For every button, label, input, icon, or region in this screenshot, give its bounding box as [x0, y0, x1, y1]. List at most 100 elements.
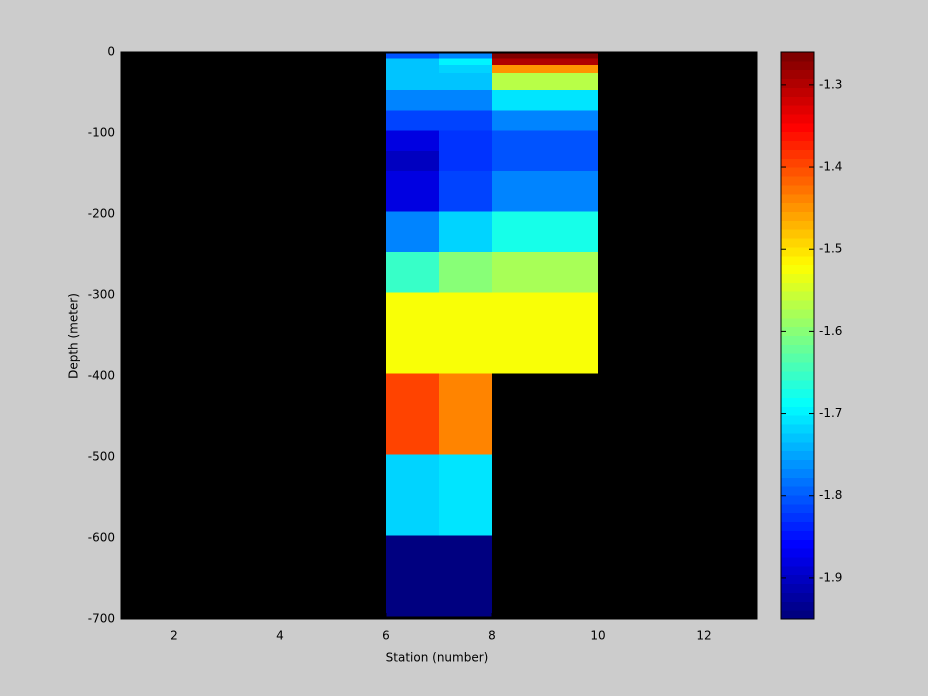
heat-cell	[386, 150, 439, 172]
heat-cell	[492, 58, 598, 65]
heat-cell	[492, 292, 598, 374]
colorbar-swatch	[781, 326, 814, 336]
colorbar-swatch	[781, 592, 814, 602]
colorbar-swatch	[781, 450, 814, 461]
y-tick-label: 0	[107, 45, 115, 59]
y-tick-label: -400	[88, 369, 115, 383]
colorbar-swatch	[781, 565, 814, 576]
y-axis-label: Depth (meter)	[67, 293, 81, 379]
colorbar-swatch	[781, 512, 814, 523]
colorbar-swatch	[781, 353, 814, 363]
colorbar-swatch	[781, 300, 814, 310]
colorbar-tick-label: -1.6	[819, 324, 842, 338]
heat-cell	[492, 90, 598, 111]
x-tick-label: 6	[382, 629, 390, 643]
colorbar-swatch	[781, 273, 814, 283]
heat-cell	[439, 211, 492, 253]
y-tick-label: -500	[88, 450, 115, 464]
colorbar-tick-label: -1.7	[819, 406, 842, 420]
colorbar-swatch	[781, 264, 814, 274]
colorbar-swatch	[781, 468, 814, 478]
colorbar-frame	[780, 51, 815, 620]
heat-cell	[492, 252, 598, 293]
colorbar-swatch	[781, 486, 814, 496]
colorbar-swatch	[781, 379, 814, 390]
heat-cell	[439, 58, 492, 65]
colorbar-swatch	[781, 574, 814, 585]
heat-cell	[439, 252, 492, 293]
heat-cell	[439, 64, 492, 74]
colorbar-tick-label: -1.9	[819, 570, 842, 584]
y-tick-label: -100	[88, 126, 115, 140]
heat-cell	[492, 211, 598, 253]
heat-cell	[386, 64, 439, 74]
colorbar-swatch	[781, 317, 814, 328]
colorbar-swatch	[781, 388, 814, 399]
heat-cell	[439, 171, 492, 212]
colorbar-swatch	[781, 397, 814, 407]
heat-cell	[386, 58, 439, 65]
y-tick-label: -600	[88, 531, 115, 545]
colorbar-swatch	[781, 255, 814, 266]
colorbar-swatch	[781, 424, 814, 434]
colorbar-swatch	[781, 291, 814, 301]
colorbar-tick-label: -1.3	[819, 77, 842, 91]
colorbar-swatch	[781, 167, 814, 177]
heat-cell	[386, 252, 439, 293]
colorbar-swatch	[781, 176, 814, 186]
heat-cell	[386, 53, 439, 59]
colorbar-swatch	[781, 548, 814, 558]
colorbar-tick-label: -1.5	[819, 242, 842, 256]
heat-cell	[439, 130, 492, 151]
colorbar-swatch	[781, 96, 814, 106]
heat-cell	[386, 292, 439, 374]
colorbar-swatch	[781, 238, 814, 248]
colorbar-swatch	[781, 193, 814, 204]
colorbar-swatch	[781, 52, 814, 62]
heat-cell	[439, 110, 492, 131]
colorbar-swatch	[781, 105, 814, 115]
x-tick-label: 2	[170, 629, 178, 643]
colorbar-swatch	[781, 282, 814, 292]
colorbar-swatch	[781, 69, 814, 80]
colorbar-swatch	[781, 530, 814, 540]
colorbar-swatch	[781, 406, 814, 416]
colorbar-swatch	[781, 459, 814, 469]
heat-cell	[386, 90, 439, 111]
x-axis-label: Station (number)	[386, 651, 489, 665]
colorbar-swatch	[781, 583, 814, 593]
heat-cell	[386, 73, 439, 91]
colorbar-swatch	[781, 432, 814, 443]
colorbar-swatch	[781, 362, 814, 372]
colorbar-swatch	[781, 335, 814, 345]
heat-cell	[386, 373, 439, 455]
colorbar-swatch	[781, 601, 814, 611]
colorbar-swatch	[781, 87, 814, 97]
heat-cell	[492, 64, 598, 74]
heat-cell	[439, 535, 492, 617]
colorbar-swatch	[781, 494, 814, 505]
heat-cell	[386, 110, 439, 131]
colorbar-tick-label: -1.8	[819, 488, 842, 502]
plot-frame	[120, 51, 758, 620]
colorbar-swatch	[781, 477, 814, 487]
heat-cell	[439, 373, 492, 455]
heat-cell	[439, 73, 492, 91]
heat-cell	[439, 454, 492, 536]
x-tick-label: 8	[488, 629, 496, 643]
heat-cell	[492, 73, 598, 91]
y-tick-label: -200	[88, 207, 115, 221]
colorbar-swatch	[781, 60, 814, 71]
colorbar-swatch	[781, 131, 814, 142]
colorbar-swatch	[781, 503, 814, 514]
colorbar-swatch	[781, 415, 814, 425]
colorbar-swatch	[781, 370, 814, 381]
colorbar-swatch	[781, 308, 814, 319]
heat-cell	[492, 53, 598, 59]
heat-cell	[439, 292, 492, 374]
colorbar-swatch	[781, 140, 814, 150]
colorbar-swatch	[781, 122, 814, 133]
y-tick-label: -300	[88, 288, 115, 302]
colorbar-swatch	[781, 246, 814, 257]
